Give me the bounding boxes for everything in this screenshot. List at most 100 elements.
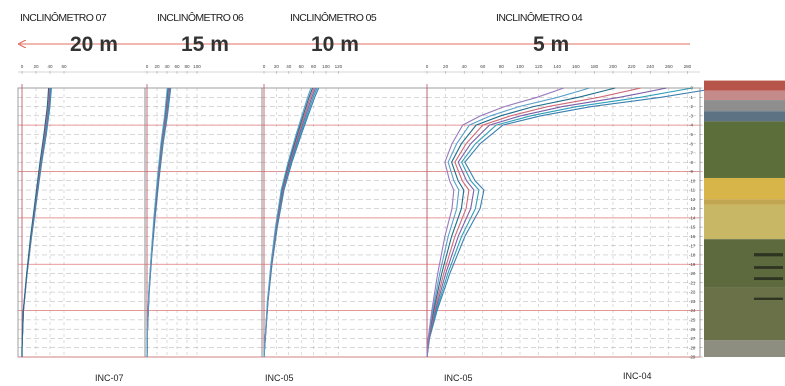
depth-axis: -0 -1 -2 -3 -4 -5 -6 -7 -8 -9 -10 -11 -12 -13 -14 -15 -1… (689, 86, 703, 360)
depth-tick-label: -9 (689, 169, 693, 174)
reading-curve (426, 87, 718, 358)
x-tick-label: 140 (553, 64, 561, 69)
distance-label-20m: 20 m (70, 33, 118, 56)
x-tick-label: 20 (443, 64, 449, 69)
depth-tick-label: -21 (689, 280, 696, 285)
title-inc07: INCLINÔMETRO 07 (20, 11, 107, 24)
x-tick-label: 100 (516, 64, 524, 69)
strat-layer (704, 111, 785, 122)
title-inc06: INCLINÔMETRO 06 (157, 11, 244, 24)
panel-frame (261, 87, 428, 358)
strat-layer (704, 100, 785, 112)
strat-layer (704, 287, 785, 341)
depth-tick-label: -29 (689, 355, 696, 360)
panel-frame (17, 87, 146, 358)
x-tick-label: 40 (47, 64, 53, 69)
depth-tick-label: -26 (689, 327, 696, 332)
depth-tick-label: -22 (689, 290, 696, 295)
x-tick-label: 20 (274, 64, 280, 69)
inclinometer-panels: 0 20 40 60 0 20 40 60 80 100 0 20 40 60 80 100 120 0 20 40 6… (17, 64, 718, 358)
depth-tick-label: -16 (689, 234, 696, 239)
x-tick-label: 100 (193, 64, 201, 69)
depth-tick-label: -25 (689, 317, 696, 322)
reading-curve (263, 87, 315, 358)
bottom-label-inc05-b: INC-05 (444, 373, 473, 383)
x-tick-label: 20 (154, 64, 160, 69)
depth-tick-label: -15 (689, 225, 696, 230)
title-inc05: INCLINÔMETRO 05 (290, 11, 377, 24)
x-tick-label: 0 (21, 64, 24, 69)
x-tick-label: 80 (499, 64, 505, 69)
panel-inc-04: 0 20 40 60 80 100 120 140 160 180 200 220 240 260 280 (426, 64, 718, 358)
x-tick-label: 40 (164, 64, 170, 69)
strat-streak (754, 297, 783, 300)
x-tick-label: 160 (572, 64, 580, 69)
depth-tick-label: -7 (689, 151, 693, 156)
x-tick-label: 80 (184, 64, 190, 69)
depth-tick-label: -14 (689, 215, 696, 220)
depth-tick-label: -4 (689, 123, 693, 128)
depth-tick-label: -0 (689, 86, 693, 91)
reading-curve (146, 87, 171, 358)
depth-tick-label: -27 (689, 336, 696, 341)
depth-tick-label: -24 (689, 308, 696, 313)
distance-label-5m: 5 m (533, 33, 569, 56)
reading-curve (263, 87, 317, 358)
reading-curve (426, 87, 565, 358)
reading-curve (263, 87, 318, 358)
x-tick-label: 0 (146, 64, 149, 69)
depth-tick-label: -19 (689, 262, 696, 267)
strat-streak (754, 266, 783, 269)
depth-tick-label: -3 (689, 113, 693, 118)
reading-curve (146, 87, 168, 358)
x-tick-label: 40 (462, 64, 468, 69)
x-tick-label: 60 (480, 64, 486, 69)
depth-tick-label: -20 (689, 271, 696, 276)
distance-label-10m: 10 m (311, 33, 359, 56)
strat-layer (704, 199, 785, 205)
depth-tick-label: -17 (689, 243, 696, 248)
depth-tick-label: -28 (689, 345, 696, 350)
reading-curve (21, 87, 50, 357)
depth-tick-label: -11 (689, 188, 696, 193)
panel-inc-05: 0 20 40 60 80 100 120 (261, 64, 428, 358)
x-tick-label: 220 (628, 64, 636, 69)
x-tick-label: 20 (33, 64, 39, 69)
bottom-label-inc07: INC-07 (95, 373, 124, 383)
strat-layer (704, 80, 785, 91)
x-tick-label: 120 (335, 64, 343, 69)
reading-curve (426, 87, 667, 358)
strat-layer (704, 239, 785, 288)
bottom-label-inc04: INC-04 (623, 371, 652, 381)
x-tick-label: 0 (426, 64, 429, 69)
title-inc04: INCLINÔMETRO 04 (496, 11, 583, 24)
depth-tick-label: -5 (689, 132, 693, 137)
x-tick-label: 180 (591, 64, 599, 69)
depth-tick-label: -6 (689, 141, 693, 146)
depth-tick-label: -10 (689, 178, 696, 183)
x-tick-label: 100 (322, 64, 330, 69)
reading-curve (426, 87, 642, 358)
depth-tick-label: -18 (689, 253, 696, 258)
x-tick-label: 60 (299, 64, 305, 69)
x-tick-label: 200 (609, 64, 617, 69)
strat-layer (704, 90, 785, 101)
x-tick-label: 260 (665, 64, 673, 69)
depth-tick-label: -12 (689, 197, 696, 202)
depth-tick-label: -13 (689, 206, 696, 211)
x-tick-label: 120 (535, 64, 543, 69)
x-tick-label: 40 (286, 64, 292, 69)
x-tick-label: 60 (61, 64, 67, 69)
depth-tick-label: -8 (689, 160, 693, 165)
strat-layer (704, 177, 785, 200)
reading-curve (263, 87, 314, 358)
stratigraphic-column (704, 80, 785, 357)
strat-streak (754, 253, 783, 257)
x-tick-label: 0 (263, 64, 266, 69)
panel-inc-07: 0 20 40 60 (17, 64, 146, 358)
reading-curve (263, 87, 312, 358)
panel-inc-06: 0 20 40 60 80 100 (144, 64, 263, 358)
depth-tick-label: -1 (689, 95, 693, 100)
